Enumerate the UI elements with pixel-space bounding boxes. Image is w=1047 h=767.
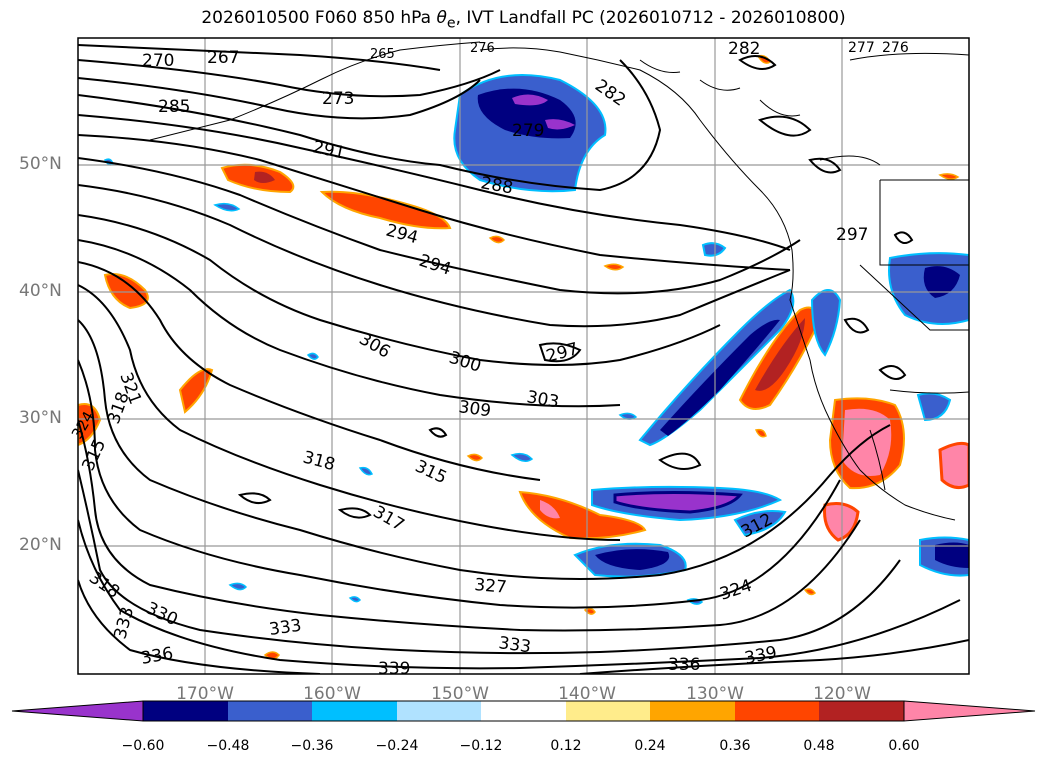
contour-label: 265 [370,47,395,62]
lon-label-130w: 130°W [686,684,744,704]
contour-label: 309 [457,397,492,421]
contour-label: 267 [207,48,239,68]
lat-label-40n: 40°N [19,281,62,301]
colorbar-tick-label: 0.60 [888,738,920,754]
contour-label: 270 [142,51,174,71]
colorbar-bin [650,701,735,721]
map-frame [77,37,970,675]
map-panel: 270 267 265 276 282 277 276 285 273 282 … [68,37,970,679]
contour-label: 285 [158,97,190,117]
colorbar-tick-label: −0.36 [290,738,334,754]
colorbar-tick-label: 0.36 [719,738,751,754]
shade-positive-coastal-core [755,318,805,391]
contour-label: 276 [882,40,909,56]
shade-negative-inland-core [923,266,960,298]
colorbar-tick-label: −0.48 [206,738,250,754]
contour-label-group: 270 267 265 276 282 277 276 285 273 282 … [68,39,909,679]
colorbar [11,700,1036,722]
figure-title: 2026010500 F060 850 hPa θe, IVT Landfall… [201,8,846,32]
colorbar-tick-label: 0.48 [803,738,835,754]
colorbar-bin [143,701,228,721]
shade-positive-mexico [823,502,860,542]
lat-label-50n: 50°N [19,154,62,174]
pc-shading [78,54,969,660]
shade-negative-coastal-core [660,319,780,436]
colorbar-bin [312,701,397,721]
colorbar-bin [397,701,481,721]
lon-label-170w: 170°W [176,684,234,704]
colorbar-tick-label: −0.12 [459,738,503,754]
shade-negative-south-core [935,542,969,568]
contour-label: 339 [378,659,410,679]
colorbar-bin [566,701,650,721]
colorbar-over-triangle [903,700,1036,722]
colorbar-under-triangle [11,700,144,722]
colorbar-tick-label: −0.60 [121,738,165,754]
colorbar-tick-label: −0.24 [375,738,419,754]
shade-negative-north-coast [701,242,727,257]
shade-negative-band-east [733,510,787,537]
contour-label: 336 [668,655,700,675]
contour-label: 333 [497,633,532,657]
contour-label: 282 [728,39,760,59]
shade-positive-subtropical-core [540,500,560,519]
coastlines [149,41,969,521]
colorbar-tick-label: 0.24 [634,738,666,754]
shade-positive-east-edge [938,441,969,490]
colorbar-frame [142,700,905,722]
contour-label: 279 [512,121,544,141]
colorbar-bin [481,701,566,721]
contour-label: 273 [322,89,354,109]
shade-negative-center [512,94,575,130]
lon-label-140w: 140°W [558,684,616,704]
contour-label: 277 [848,40,875,56]
colorbar-tick-label: 0.12 [550,738,582,754]
shade-negative-subtropical-core [613,491,743,514]
colorbar-bin [228,701,312,721]
shade-negative-band-south-core [595,549,670,570]
contour-label: 333 [268,616,303,640]
lon-label-150w: 150°W [431,684,489,704]
shade-positive-subtropical-band [518,490,647,540]
contour-label: 297 [836,225,868,245]
colorbar-bin [819,701,904,721]
theta-e-contours [78,44,969,674]
lat-label-20n: 20°N [19,535,62,555]
lat-label-30n: 30°N [19,408,62,428]
lon-label-120w: 120°W [813,684,871,704]
shade-negative-coastal-band [638,288,795,447]
lon-label-160w: 160°W [303,684,361,704]
shade-negative-sierra [810,289,842,357]
contour-label: 327 [474,575,508,598]
colorbar-bin [735,701,819,721]
shade-positive-streak-4 [178,368,214,414]
contour-label: 276 [470,41,495,56]
shade-positive-core-1 [254,171,275,183]
